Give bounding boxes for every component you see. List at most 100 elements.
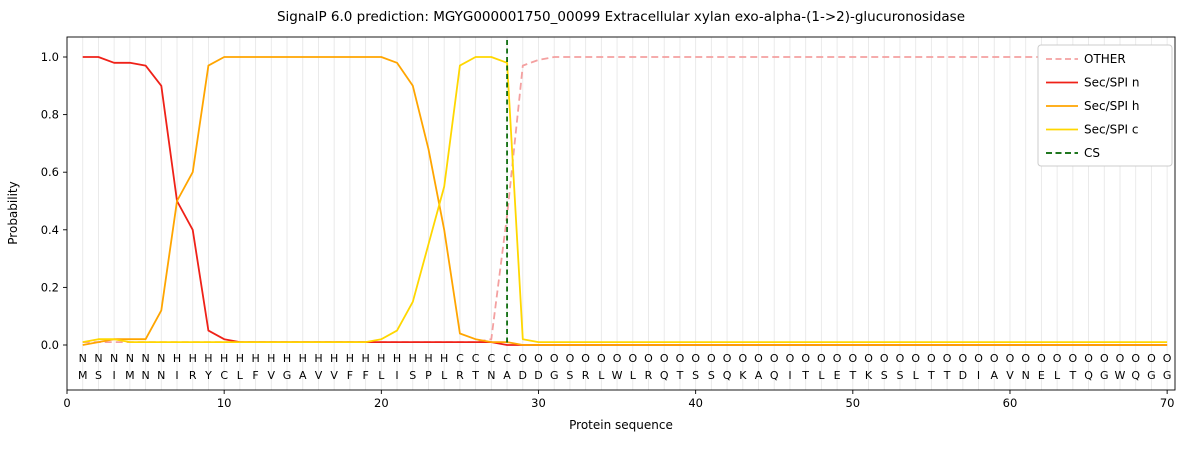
region-letter: O [550, 352, 559, 365]
amino-letter: G [1100, 369, 1109, 382]
amino-letter: L [1054, 369, 1061, 382]
amino-letter: Q [660, 369, 669, 382]
legend-label: Sec/SPI n [1084, 76, 1139, 90]
region-letter: O [723, 352, 732, 365]
region-letter: O [833, 352, 842, 365]
region-letter: O [644, 352, 653, 365]
amino-letter: I [175, 369, 178, 382]
region-letter: H [204, 352, 212, 365]
amino-letter: Q [1084, 369, 1093, 382]
region-letter: O [597, 352, 606, 365]
amino-letter: I [788, 369, 791, 382]
region-letter: O [1100, 352, 1109, 365]
amino-letter: F [347, 369, 353, 382]
region-letter: N [110, 352, 118, 365]
amino-letter: M [125, 369, 135, 382]
region-letter: H [314, 352, 322, 365]
region-letter: O [566, 352, 575, 365]
amino-letter: T [676, 369, 684, 382]
region-letter: O [880, 352, 889, 365]
y-tick-label: 0.4 [41, 223, 59, 237]
x-tick-label: 70 [1160, 396, 1175, 410]
amino-letter: T [801, 369, 809, 382]
region-letter: O [534, 352, 543, 365]
amino-letter: G [1147, 369, 1156, 382]
amino-letter: S [896, 369, 903, 382]
amino-letter: P [425, 369, 432, 382]
x-ticks: 0 10 20 30 40 50 60 70 [63, 390, 1174, 410]
amino-letter: L [441, 369, 448, 382]
amino-letter: T [848, 369, 856, 382]
region-letter: O [1069, 352, 1078, 365]
amino-letter: G [283, 369, 292, 382]
amino-letter: L [913, 369, 920, 382]
amino-letter: Q [723, 369, 732, 382]
region-letter: O [1163, 352, 1172, 365]
region-letter: O [786, 352, 795, 365]
amino-letter: A [299, 369, 307, 382]
legend-label: OTHER [1084, 52, 1126, 66]
plot-frame [66, 36, 1176, 391]
region-letter: H [409, 352, 417, 365]
x-tick-label: 10 [217, 396, 232, 410]
y-tick-label: 0.0 [41, 338, 59, 352]
region-letter: H [283, 352, 291, 365]
amino-letter: T [1068, 369, 1076, 382]
region-letter: O [848, 352, 857, 365]
amino-letter: I [395, 369, 398, 382]
region-letter: O [864, 352, 873, 365]
x-tick-label: 60 [1003, 396, 1018, 410]
region-letter: H [267, 352, 275, 365]
region-letter: O [1053, 352, 1062, 365]
amino-letter: S [708, 369, 715, 382]
region-letter: O [896, 352, 905, 365]
amino-letter: S [881, 369, 888, 382]
region-letter: O [1021, 352, 1030, 365]
series-sec-spi-h [82, 56, 1168, 346]
region-letter: O [1116, 352, 1125, 365]
x-tick-label: 0 [63, 396, 70, 410]
amino-letter: R [189, 369, 197, 382]
x-tick-label: 20 [374, 396, 389, 410]
y-axis-label: Probability [6, 181, 20, 244]
plot-layers: 0 10 20 30 40 50 60 700.00.20.40.60.81.0N N N N N N H… [41, 36, 1176, 410]
region-letter: H [220, 352, 228, 365]
region-letter: O [927, 352, 936, 365]
amino-letter: M [78, 369, 88, 382]
amino-letter: A [755, 369, 763, 382]
region-letter: N [79, 352, 87, 365]
amino-letter: L [818, 369, 825, 382]
region-letter: O [974, 352, 983, 365]
amino-letter: Q [1131, 369, 1140, 382]
amino-letter: L [630, 369, 637, 382]
series-sec-spi-c [82, 56, 1168, 344]
legend-label: Sec/SPI c [1084, 123, 1138, 137]
region-letter: O [754, 352, 763, 365]
series-sec-spi-n [82, 56, 1168, 346]
amino-letter: V [330, 369, 338, 382]
amino-letter: Q [770, 369, 779, 382]
region-letter: H [377, 352, 385, 365]
region-letter: H [346, 352, 354, 365]
amino-letter: R [645, 369, 653, 382]
region-letter: O [628, 352, 637, 365]
amino-letter: V [315, 369, 323, 382]
amino-letter: T [943, 369, 951, 382]
amino-letter: T [927, 369, 935, 382]
region-letter: H [299, 352, 307, 365]
amino-letter: D [519, 369, 527, 382]
amino-letter: S [95, 369, 102, 382]
amino-letter: D [534, 369, 542, 382]
region-letter: O [691, 352, 700, 365]
legend-box [1037, 44, 1173, 167]
amino-letter: V [268, 369, 276, 382]
region-letter: O [518, 352, 527, 365]
amino-letter: L [598, 369, 605, 382]
series-other [82, 56, 1168, 344]
x-tick-label: 40 [688, 396, 703, 410]
region-letter: H [424, 352, 432, 365]
amino-letter: C [220, 369, 228, 382]
region-letter: H [251, 352, 259, 365]
